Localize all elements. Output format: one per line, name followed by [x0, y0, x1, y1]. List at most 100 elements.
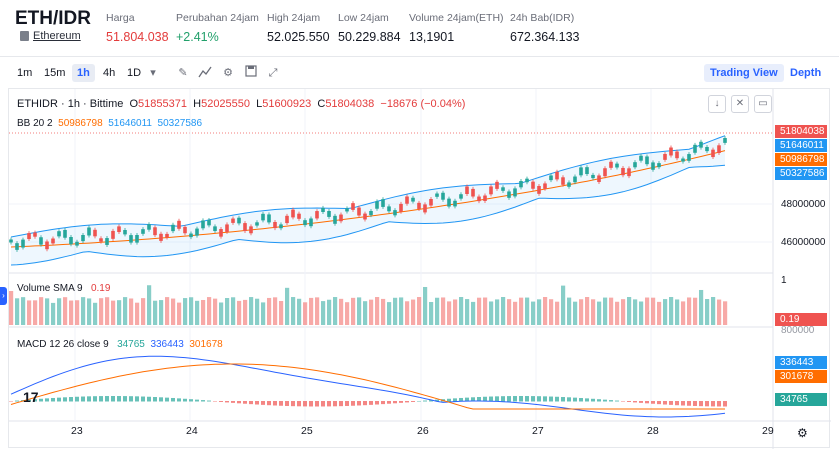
- candle: [309, 218, 313, 227]
- candle: [555, 171, 559, 180]
- interval-4h[interactable]: 4h: [103, 67, 116, 79]
- fullscreen-icon[interactable]: ⤢: [268, 67, 278, 79]
- volume-bar: [549, 299, 554, 325]
- candle: [123, 230, 127, 235]
- volume-bar: [681, 301, 686, 325]
- depth-tab[interactable]: Depth: [790, 67, 822, 79]
- macd-hist-bar: [705, 401, 709, 407]
- gear-icon[interactable]: ⚙: [797, 426, 808, 440]
- volume-bar: [555, 301, 560, 325]
- macd-hist-bar: [267, 401, 271, 406]
- candle: [129, 235, 133, 243]
- asset-name: Ethereum: [33, 30, 81, 42]
- candle: [549, 175, 553, 181]
- volume-bar: [345, 302, 350, 325]
- macd-hist-bar: [129, 396, 133, 402]
- volume-bar: [417, 297, 422, 325]
- volume-bar: [651, 297, 656, 325]
- macd-hist-value: 34765: [117, 339, 145, 350]
- candle: [21, 239, 25, 248]
- high-value: 52025550: [201, 98, 251, 110]
- volume-bar: [201, 299, 206, 325]
- volume-bar: [633, 299, 638, 325]
- maximize-icon[interactable]: ▭: [754, 95, 772, 113]
- trading-view-tab[interactable]: Trading View: [704, 64, 784, 82]
- macd-hist-bar: [429, 400, 433, 402]
- time-tick: 24: [186, 425, 198, 437]
- volume-bar: [33, 300, 38, 325]
- interval-15m[interactable]: 15m: [44, 67, 66, 79]
- candle: [33, 232, 37, 237]
- interval-1m[interactable]: 1m: [17, 67, 33, 79]
- indicator-icon[interactable]: [197, 65, 213, 81]
- save-icon[interactable]: [243, 65, 259, 81]
- volume-bar: [609, 297, 614, 325]
- candle: [381, 199, 385, 207]
- candle: [609, 161, 613, 168]
- volume-bar: [135, 302, 140, 325]
- candle: [243, 223, 247, 232]
- interval-1d[interactable]: 1D: [127, 67, 142, 79]
- chevron-down-icon[interactable]: ↓: [708, 95, 726, 113]
- chevron-down-icon[interactable]: ▾: [150, 67, 156, 79]
- volume-bar: [621, 299, 626, 325]
- candle: [51, 238, 55, 244]
- volume-bar: [603, 297, 608, 325]
- stat-label: High 24jam: [267, 12, 321, 24]
- macd-hist-bar: [123, 396, 127, 402]
- volume-bar: [351, 297, 356, 325]
- candle: [321, 207, 325, 213]
- volume-bar: [441, 297, 446, 325]
- macd-hist-bar: [399, 401, 403, 403]
- candle: [63, 229, 67, 238]
- candle: [195, 228, 199, 236]
- macd-hist-bar: [501, 396, 505, 402]
- volume-bar: [273, 297, 278, 325]
- stat-value: 52.025.550: [267, 30, 330, 44]
- draw-icon[interactable]: ✎: [178, 67, 188, 79]
- candle: [267, 214, 271, 223]
- macd-hist-bar: [453, 398, 457, 402]
- candle: [393, 210, 397, 216]
- volume-bar: [141, 298, 146, 325]
- candle: [279, 224, 283, 229]
- volume-bar: [363, 301, 368, 325]
- macd-hist-bar: [153, 397, 157, 402]
- candle: [207, 219, 211, 226]
- volume-bar: [81, 297, 86, 325]
- asset-link[interactable]: Ethereum: [20, 30, 81, 42]
- chart-canvas[interactable]: [9, 89, 831, 449]
- stat-label: Harga: [106, 12, 135, 24]
- side-panel-toggle[interactable]: ›: [0, 287, 7, 305]
- chart-area[interactable]: ETHIDR · 1h · Bittime O51855371 H5202555…: [8, 88, 831, 449]
- candle: [261, 213, 265, 221]
- macd-hist-bar: [327, 401, 331, 407]
- time-tick: 23: [71, 425, 83, 437]
- volume-bar: [147, 285, 152, 325]
- header-divider: [0, 56, 839, 57]
- macd-hist-bar: [375, 401, 379, 405]
- time-tick: 25: [301, 425, 313, 437]
- interval-1h[interactable]: 1h: [72, 64, 95, 82]
- candle: [333, 215, 337, 224]
- candle: [717, 145, 721, 154]
- macd-hist-bar: [237, 401, 241, 404]
- macd-hist-bar: [675, 401, 679, 406]
- candle: [99, 238, 103, 242]
- settings-icon[interactable]: ⚙: [223, 67, 233, 79]
- candle: [675, 151, 679, 159]
- macd-hist-bar: [465, 397, 469, 402]
- candle: [219, 229, 223, 237]
- volume-bar: [45, 298, 50, 325]
- candle: [39, 237, 43, 245]
- volume-bar: [507, 299, 512, 325]
- macd-hist-bar: [525, 396, 529, 402]
- collapse-icon[interactable]: ✕: [731, 95, 749, 113]
- macd-hist-bar: [111, 396, 115, 402]
- volume-bar: [93, 302, 98, 325]
- macd-hist-bar: [15, 400, 19, 402]
- volume-label: 0.19: [775, 313, 827, 326]
- macd-hist-bar: [507, 396, 511, 402]
- open-value: 51855371: [138, 98, 187, 110]
- volume-bar: [315, 297, 320, 325]
